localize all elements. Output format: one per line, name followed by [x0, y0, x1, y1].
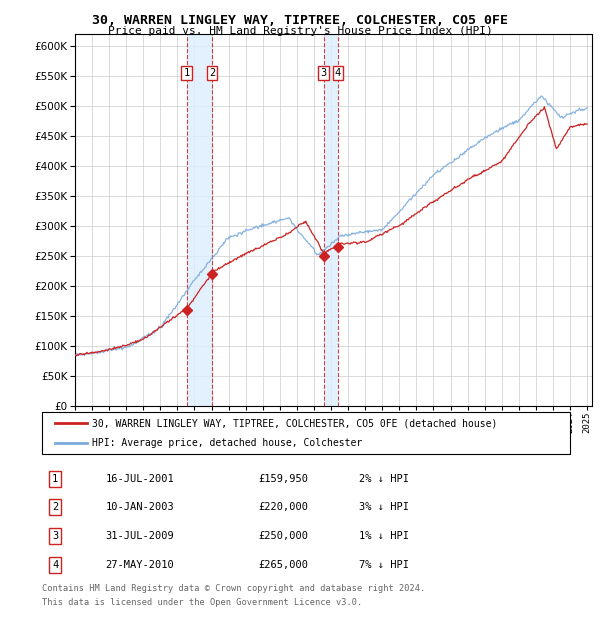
- Text: 27-MAY-2010: 27-MAY-2010: [106, 560, 174, 570]
- Text: HPI: Average price, detached house, Colchester: HPI: Average price, detached house, Colc…: [92, 438, 362, 448]
- Text: 3: 3: [52, 531, 58, 541]
- Text: 7% ↓ HPI: 7% ↓ HPI: [359, 560, 409, 570]
- Text: 2: 2: [52, 502, 58, 512]
- Text: 1: 1: [52, 474, 58, 484]
- Text: 2% ↓ HPI: 2% ↓ HPI: [359, 474, 409, 484]
- Text: 3% ↓ HPI: 3% ↓ HPI: [359, 502, 409, 512]
- Text: £159,950: £159,950: [259, 474, 308, 484]
- Text: 4: 4: [335, 68, 341, 78]
- Text: 10-JAN-2003: 10-JAN-2003: [106, 502, 174, 512]
- FancyBboxPatch shape: [42, 412, 570, 454]
- Bar: [324, 34, 338, 406]
- Text: This data is licensed under the Open Government Licence v3.0.: This data is licensed under the Open Gov…: [42, 598, 362, 607]
- Bar: [187, 34, 212, 406]
- Text: 3: 3: [321, 68, 327, 78]
- Text: 30, WARREN LINGLEY WAY, TIPTREE, COLCHESTER, CO5 0FE: 30, WARREN LINGLEY WAY, TIPTREE, COLCHES…: [92, 14, 508, 27]
- Text: 1: 1: [184, 68, 190, 78]
- Text: Price paid vs. HM Land Registry's House Price Index (HPI): Price paid vs. HM Land Registry's House …: [107, 26, 493, 36]
- Text: £250,000: £250,000: [259, 531, 308, 541]
- Text: 31-JUL-2009: 31-JUL-2009: [106, 531, 174, 541]
- Text: £220,000: £220,000: [259, 502, 308, 512]
- Text: 1% ↓ HPI: 1% ↓ HPI: [359, 531, 409, 541]
- Text: 16-JUL-2001: 16-JUL-2001: [106, 474, 174, 484]
- Text: 2: 2: [209, 68, 215, 78]
- Text: £265,000: £265,000: [259, 560, 308, 570]
- Text: 30, WARREN LINGLEY WAY, TIPTREE, COLCHESTER, CO5 0FE (detached house): 30, WARREN LINGLEY WAY, TIPTREE, COLCHES…: [92, 418, 497, 428]
- Text: 4: 4: [52, 560, 58, 570]
- Text: Contains HM Land Registry data © Crown copyright and database right 2024.: Contains HM Land Registry data © Crown c…: [42, 584, 425, 593]
